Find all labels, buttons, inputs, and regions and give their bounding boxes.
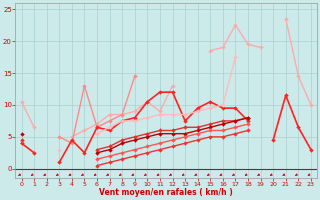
X-axis label: Vent moyen/en rafales ( km/h ): Vent moyen/en rafales ( km/h ) (100, 188, 233, 197)
